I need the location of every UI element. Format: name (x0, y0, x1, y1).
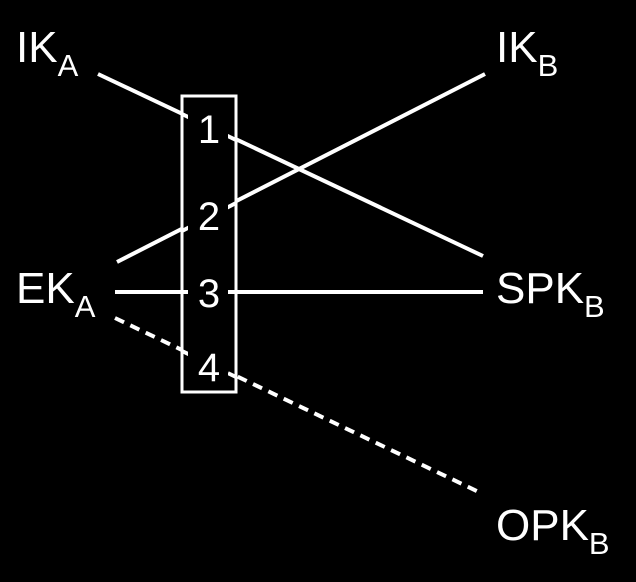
node-ik-a-sub: A (58, 48, 79, 83)
connection-2-eka-ikb (116, 72, 486, 264)
node-ek-a-main: EK (16, 264, 75, 313)
node-opk-b-main: OPK (496, 501, 589, 550)
step-1-mask (188, 106, 228, 150)
step-label-3: 3 (198, 272, 220, 316)
node-ik-b: IKB (496, 23, 558, 83)
step-label-1: 1 (198, 108, 220, 152)
node-opk-b: OPKB (496, 501, 610, 561)
node-spk-b-sub: B (584, 289, 605, 324)
connection-1-ika-spkb (97, 72, 484, 258)
node-spk-b: SPKB (496, 264, 605, 324)
node-ik-b-main: IK (496, 23, 538, 72)
node-spk-b-main: SPK (496, 264, 584, 313)
step-2-mask (188, 193, 228, 237)
connection-4-eka-opkb (114, 316, 484, 496)
node-ek-a: EKA (16, 264, 96, 324)
node-ik-a: IKA (16, 23, 79, 83)
node-ik-a-main: IK (16, 23, 58, 72)
step-label-4: 4 (198, 346, 220, 390)
step-label-2: 2 (198, 195, 220, 239)
node-opk-b-sub: B (589, 526, 610, 561)
node-ek-a-sub: A (75, 289, 96, 324)
step-3-mask (188, 270, 228, 314)
node-ik-b-sub: B (538, 48, 559, 83)
step-4-mask (188, 344, 228, 388)
